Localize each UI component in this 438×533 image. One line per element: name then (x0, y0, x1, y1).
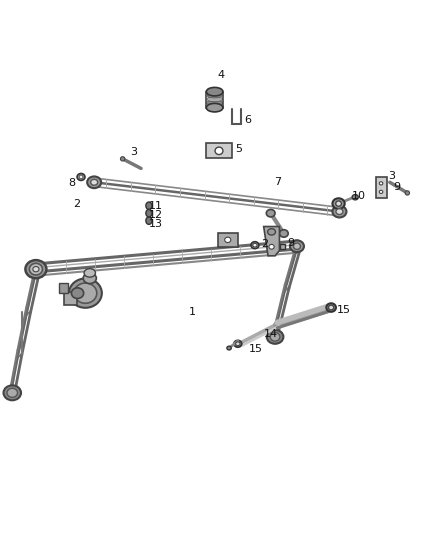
Ellipse shape (266, 209, 275, 217)
Ellipse shape (25, 260, 46, 278)
Text: 10: 10 (352, 191, 366, 201)
Ellipse shape (336, 201, 342, 206)
Ellipse shape (87, 176, 101, 188)
Text: 11: 11 (148, 201, 162, 211)
Text: 5: 5 (235, 144, 242, 154)
Ellipse shape (270, 333, 280, 341)
Ellipse shape (33, 266, 39, 272)
Ellipse shape (120, 157, 125, 161)
Text: 9: 9 (288, 238, 295, 247)
Ellipse shape (279, 230, 288, 237)
Ellipse shape (207, 96, 223, 102)
Ellipse shape (332, 198, 345, 209)
Circle shape (146, 202, 152, 209)
Bar (218, 233, 237, 246)
Ellipse shape (29, 263, 42, 275)
Text: 14: 14 (264, 329, 278, 338)
Ellipse shape (207, 93, 222, 98)
Ellipse shape (225, 237, 231, 243)
Text: 3: 3 (389, 171, 396, 181)
Ellipse shape (84, 269, 95, 277)
Text: 2: 2 (73, 199, 80, 209)
Ellipse shape (405, 191, 410, 195)
Text: 15: 15 (337, 305, 351, 315)
Ellipse shape (206, 87, 223, 96)
Ellipse shape (206, 104, 223, 109)
Ellipse shape (336, 208, 343, 215)
Ellipse shape (91, 179, 98, 185)
Ellipse shape (83, 273, 96, 284)
Ellipse shape (290, 240, 304, 252)
Ellipse shape (234, 341, 242, 348)
Ellipse shape (74, 283, 97, 303)
Ellipse shape (268, 229, 276, 235)
Ellipse shape (71, 288, 84, 298)
Ellipse shape (69, 278, 102, 308)
Ellipse shape (77, 173, 85, 180)
Ellipse shape (379, 190, 383, 193)
Ellipse shape (207, 89, 222, 94)
Ellipse shape (206, 103, 223, 112)
Ellipse shape (236, 342, 240, 345)
Text: 8: 8 (69, 178, 76, 188)
Ellipse shape (293, 243, 300, 249)
Text: 15: 15 (249, 344, 263, 354)
Ellipse shape (227, 346, 231, 350)
Ellipse shape (326, 303, 336, 312)
Circle shape (146, 217, 152, 224)
Bar (376, 177, 387, 198)
Text: 7: 7 (275, 177, 282, 187)
Ellipse shape (332, 206, 346, 217)
Ellipse shape (267, 330, 283, 344)
Ellipse shape (328, 305, 334, 310)
Text: 12: 12 (148, 210, 162, 220)
Ellipse shape (251, 242, 259, 248)
Ellipse shape (379, 182, 383, 185)
Bar (59, 283, 68, 293)
Text: 6: 6 (244, 115, 251, 125)
Bar (64, 292, 77, 305)
Text: 3: 3 (130, 147, 137, 157)
Ellipse shape (7, 388, 18, 398)
Text: 13: 13 (148, 219, 162, 229)
Text: 9: 9 (393, 182, 400, 191)
Ellipse shape (253, 243, 257, 247)
Circle shape (146, 209, 152, 217)
Polygon shape (264, 227, 279, 256)
Text: 2: 2 (261, 239, 268, 248)
Ellipse shape (4, 385, 21, 400)
Ellipse shape (207, 100, 223, 106)
Bar (206, 143, 232, 158)
Ellipse shape (352, 195, 358, 200)
Ellipse shape (215, 147, 223, 155)
Ellipse shape (79, 175, 83, 179)
Text: 1: 1 (189, 307, 196, 317)
Text: 4: 4 (218, 70, 225, 79)
Bar (280, 244, 285, 249)
Ellipse shape (269, 244, 274, 249)
